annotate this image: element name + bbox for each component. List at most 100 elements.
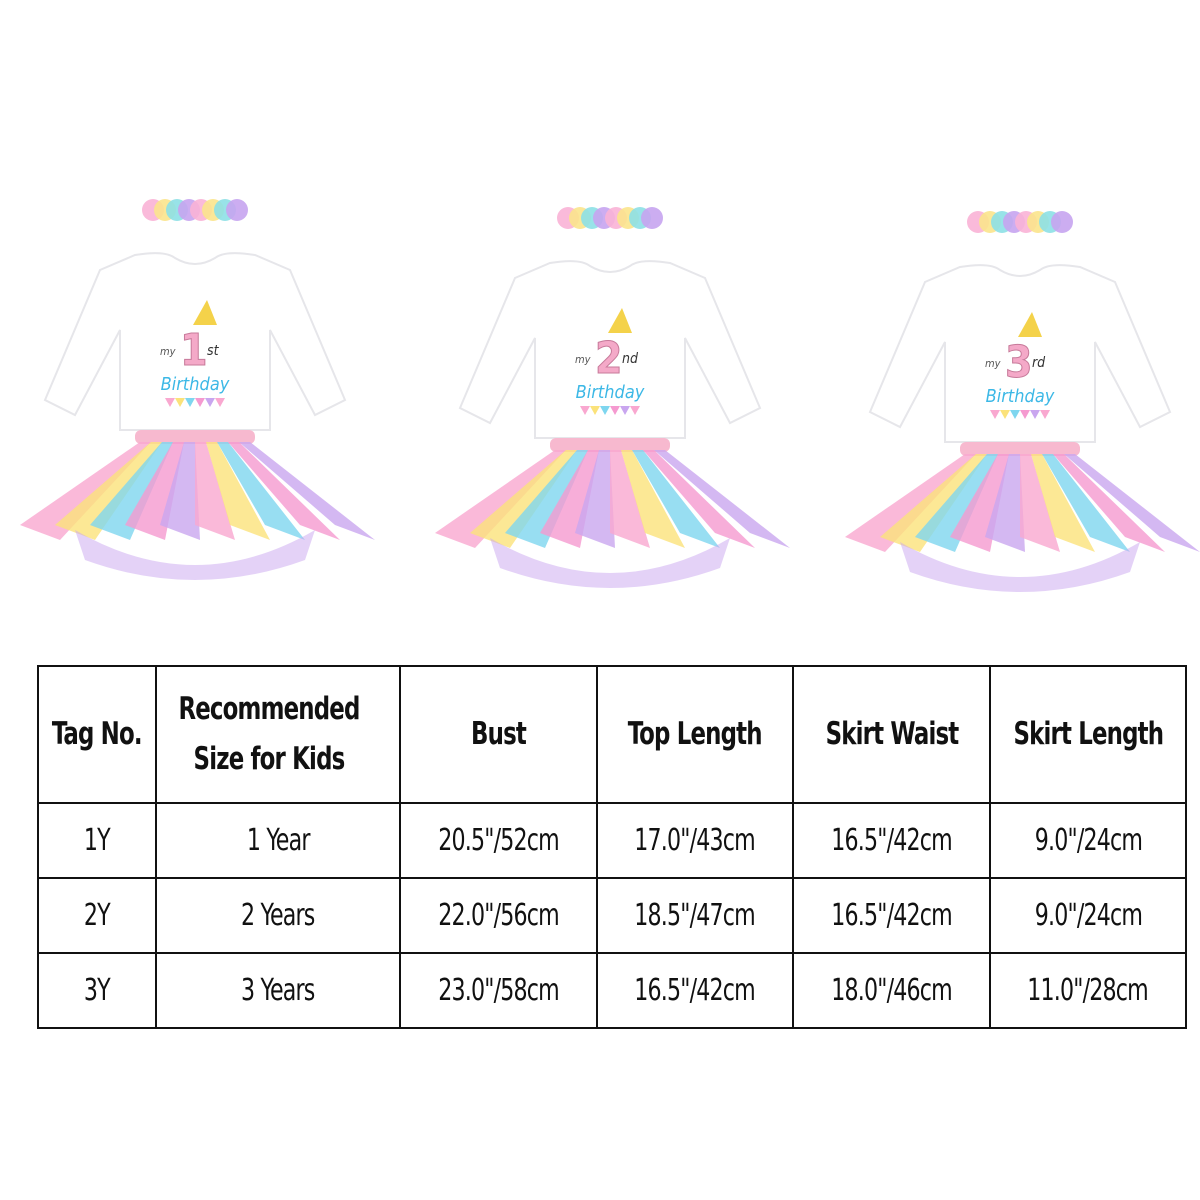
onesie: [868, 264, 1172, 443]
bunting-flag: [630, 406, 640, 415]
print-word: Birthday: [576, 382, 645, 403]
tutu-layer: [621, 450, 685, 548]
print-my: my: [160, 345, 176, 358]
print-suffix: nd: [622, 351, 639, 367]
cell: 1Y: [37, 802, 157, 879]
outfit: my 1 st Birthday: [20, 199, 375, 580]
cell: 3Y: [37, 952, 157, 1029]
tutu-layer: [575, 450, 615, 548]
table-row: 1Y 1 Year 20.5"/52cm 17.0"/43cm 16.5"/42…: [37, 802, 1187, 879]
bunting-flag: [600, 406, 610, 415]
bunting-flag: [1040, 410, 1050, 419]
table-row: 2Y 2 Years 22.0"/56cm 18.5"/47cm 16.5"/4…: [37, 877, 1187, 954]
bunting-flag: [590, 406, 600, 415]
print-number: 2: [595, 333, 623, 384]
bunting-flag: [610, 406, 620, 415]
tutu-layer: [915, 454, 998, 552]
tutu-waistband: [960, 442, 1080, 456]
bunting-flag: [185, 398, 195, 407]
tutu-layer: [1020, 454, 1060, 552]
bunting-flag: [620, 406, 630, 415]
tutu-layer: [505, 450, 588, 548]
header-tag-no: Tag No.: [37, 665, 157, 804]
cell: 20.5"/52cm: [399, 802, 598, 879]
cell: 9.0"/24cm: [989, 877, 1187, 954]
tutu-layer: [845, 454, 976, 552]
onesie: [458, 260, 762, 439]
print-number: 3: [1005, 337, 1033, 388]
cell: 2Y: [37, 877, 157, 954]
cell: 23.0"/58cm: [399, 952, 598, 1029]
cell: 22.0"/56cm: [399, 877, 598, 954]
tutu-layer: [1053, 454, 1165, 552]
party-hat-icon: [1018, 312, 1042, 337]
flower: [1051, 211, 1073, 233]
print-number: 1: [180, 325, 208, 376]
tutu-layer: [206, 442, 270, 540]
bunting-flag: [1020, 410, 1030, 419]
tutu-layer: [654, 450, 790, 548]
onesie: [43, 252, 347, 431]
flower-headband: [967, 211, 1073, 233]
table-header-row: Tag No. Recommended Size for Kids Bust T…: [37, 665, 1187, 804]
outfit: my 3 rd Birthday: [845, 211, 1200, 592]
flower: [226, 199, 248, 221]
tutu-layer: [90, 442, 173, 540]
tutu-layer: [1064, 454, 1200, 552]
bunting-flag: [1000, 410, 1010, 419]
cell: 18.0"/46cm: [792, 952, 991, 1029]
cell: 1 Year: [155, 802, 401, 879]
cell: 18.5"/47cm: [596, 877, 794, 954]
size-chart-table: Tag No. Recommended Size for Kids Bust T…: [37, 665, 1187, 1029]
header-skirt-length: Skirt Length: [989, 665, 1187, 804]
cell: 11.0"/28cm: [989, 952, 1187, 1029]
bunting-flag: [175, 398, 185, 407]
print-word: Birthday: [161, 374, 230, 395]
tutu-layer: [435, 450, 566, 548]
tutu-hem: [75, 530, 315, 580]
tutu-waistband: [135, 430, 255, 444]
tutu-waistband: [550, 438, 670, 452]
cell: 16.5"/42cm: [792, 877, 991, 954]
tutu-layer: [239, 442, 375, 540]
outfit: my 2 nd Birthday: [435, 207, 790, 588]
print-suffix: st: [207, 343, 220, 359]
product-images: my 1 st Birthday my 2 nd Birthday my 3 rd Birthday: [20, 199, 1200, 592]
tutu-layer: [228, 442, 340, 540]
tutu-hem: [900, 542, 1140, 592]
header-skirt-waist: Skirt Waist: [792, 665, 991, 804]
tutu-hem: [490, 538, 730, 588]
bunting-flag: [195, 398, 205, 407]
header-recommended-size: Recommended Size for Kids: [155, 665, 401, 804]
party-hat-icon: [608, 308, 632, 333]
print-my: my: [575, 353, 591, 366]
bunting-flag: [1030, 410, 1040, 419]
print-suffix: rd: [1032, 355, 1046, 371]
tutu-layer: [610, 450, 650, 548]
cell: 9.0"/24cm: [989, 802, 1187, 879]
party-hat-icon: [193, 300, 217, 325]
print-word: Birthday: [986, 386, 1055, 407]
header-top-length: Top Length: [596, 665, 794, 804]
bunting-flag: [580, 406, 590, 415]
tutu-layer: [632, 450, 720, 548]
cell: 17.0"/43cm: [596, 802, 794, 879]
cell: 3 Years: [155, 952, 401, 1029]
tutu-layer: [195, 442, 235, 540]
flower-headband: [142, 199, 248, 221]
tutu-layer: [1031, 454, 1095, 552]
tutu-layer: [20, 442, 151, 540]
cell: 2 Years: [155, 877, 401, 954]
tutu-layer: [643, 450, 755, 548]
table-row: 3Y 3 Years 23.0"/58cm 16.5"/42cm 18.0"/4…: [37, 952, 1187, 1029]
tutu-layer: [985, 454, 1025, 552]
bunting-flag: [165, 398, 175, 407]
flower-headband: [557, 207, 663, 229]
bunting-flag: [205, 398, 215, 407]
bunting-flag: [1010, 410, 1020, 419]
print-my: my: [985, 357, 1001, 370]
header-bust: Bust: [399, 665, 598, 804]
tutu-layer: [1042, 454, 1130, 552]
tutu-layer: [880, 454, 987, 552]
tutu-layer: [160, 442, 200, 540]
